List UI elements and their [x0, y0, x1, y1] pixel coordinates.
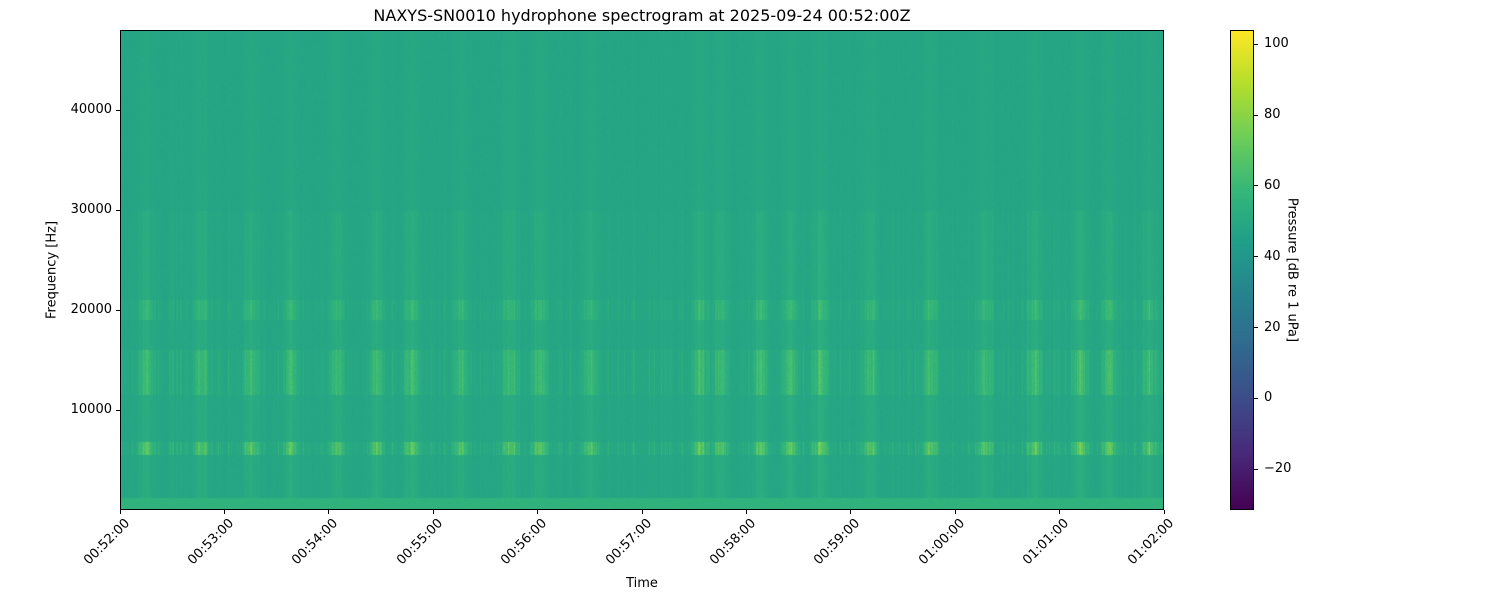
colorbar-tick-label: 80: [1264, 107, 1281, 123]
colorbar-tick-mark: [1254, 185, 1258, 187]
colorbar-tick-label: 20: [1264, 319, 1281, 335]
x-tick-label: 00:59:00: [811, 516, 864, 568]
colorbar-label: Pressure [dB re 1 uPa]: [1284, 197, 1300, 343]
x-tick-label: 00:54:00: [289, 516, 342, 568]
colorbar-tick-label: 60: [1264, 177, 1281, 193]
plot-area: [120, 30, 1164, 510]
colorbar: [1230, 30, 1254, 510]
x-tick-mark: [745, 510, 747, 514]
y-tick-mark: [116, 409, 120, 411]
colorbar-tick-mark: [1254, 43, 1258, 45]
x-tick-mark: [641, 510, 643, 514]
x-tick-mark: [223, 510, 225, 514]
x-tick-label: 00:58:00: [707, 516, 760, 568]
colorbar-tick-mark: [1254, 114, 1258, 116]
colorbar-tick-mark: [1254, 327, 1258, 329]
spectrogram-heatmap: [121, 31, 1163, 509]
colorbar-tick-mark: [1254, 256, 1258, 258]
colorbar-tick-label: 0: [1264, 390, 1273, 406]
x-tick-label: 00:53:00: [185, 516, 238, 568]
y-tick-label: 40000: [70, 102, 112, 117]
x-tick-mark: [432, 510, 434, 514]
x-tick-mark: [1163, 510, 1165, 514]
x-tick-mark: [537, 510, 539, 514]
x-tick-label: 00:57:00: [602, 516, 655, 568]
x-tick-label: 01:01:00: [1020, 516, 1073, 568]
x-tick-mark: [119, 510, 121, 514]
y-tick-label: 30000: [70, 202, 112, 217]
y-tick-mark: [116, 209, 120, 211]
y-axis-label: Frequency [Hz]: [44, 220, 60, 320]
x-tick-label: 01:00:00: [915, 516, 968, 568]
x-tick-mark: [954, 510, 956, 514]
chart-title: NAXYS-SN0010 hydrophone spectrogram at 2…: [373, 6, 911, 25]
colorbar-tick-mark: [1254, 468, 1258, 470]
x-tick-label: 01:02:00: [1124, 516, 1177, 568]
y-tick-mark: [116, 109, 120, 111]
colorbar-tick-label: 40: [1264, 248, 1281, 264]
colorbar-tick-label: 100: [1264, 36, 1289, 52]
x-tick-mark: [328, 510, 330, 514]
colorbar-tick-label: −20: [1264, 461, 1292, 477]
x-tick-label: 00:56:00: [498, 516, 551, 568]
x-tick-label: 00:55:00: [393, 516, 446, 568]
x-axis-label: Time: [626, 576, 658, 591]
x-tick-mark: [850, 510, 852, 514]
x-tick-mark: [1059, 510, 1061, 514]
y-tick-label: 10000: [70, 402, 112, 417]
x-tick-label: 00:52:00: [80, 516, 133, 568]
y-tick-mark: [116, 309, 120, 311]
y-tick-label: 20000: [70, 302, 112, 317]
colorbar-tick-mark: [1254, 397, 1258, 399]
